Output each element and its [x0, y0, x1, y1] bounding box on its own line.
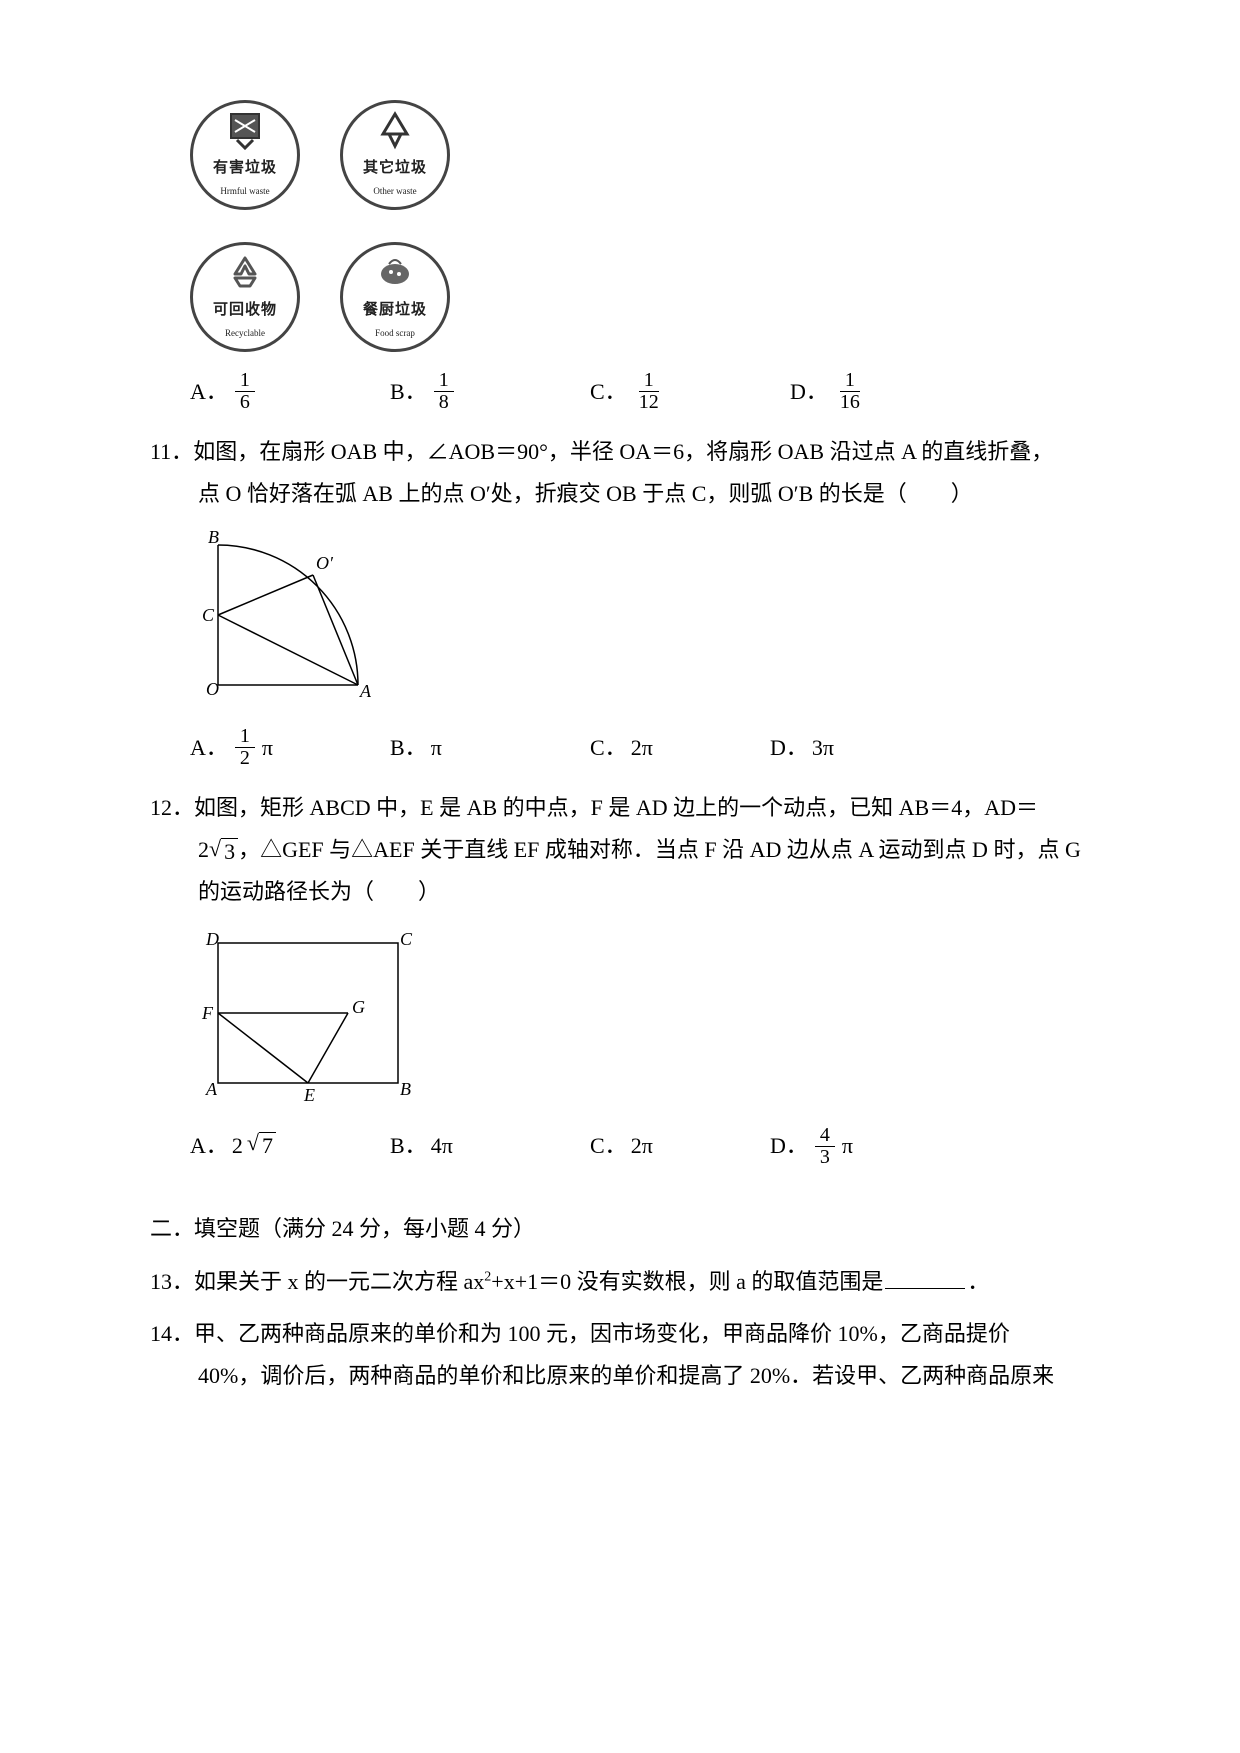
- fraction: 1 2: [235, 726, 255, 769]
- sqrt: √7: [247, 1132, 276, 1159]
- svg-text:D: D: [205, 929, 219, 949]
- svg-text:A: A: [205, 1079, 218, 1099]
- q14-line1: 14．甲、乙两种商品原来的单价和为 100 元，因市场变化，甲商品降价 10%，…: [150, 1313, 1090, 1355]
- svg-text:B: B: [400, 1079, 411, 1099]
- option-letter: D．: [770, 727, 808, 769]
- q12-options: A． 2√7 B． 4π C． 2π D． 4 3 π: [190, 1125, 1090, 1168]
- q11-option-c: C． 2π: [590, 726, 770, 769]
- garbage-label-en: Food scrap: [375, 325, 415, 342]
- svg-text:C: C: [400, 929, 413, 949]
- garbage-icon-harmful: 有害垃圾 Hrmful waste: [190, 100, 300, 210]
- fraction: 1 12: [634, 370, 664, 413]
- section-2-title: 二．填空题（满分 24 分，每小题 4 分）: [150, 1208, 1090, 1250]
- q11-option-b: B． π: [390, 726, 590, 769]
- option-letter: D．: [790, 371, 828, 413]
- q10-option-d: D． 1 16: [790, 370, 990, 413]
- label-Oprime: O′: [316, 553, 334, 573]
- option-letter: C．: [590, 1125, 627, 1167]
- q12-option-a: A． 2√7: [190, 1125, 390, 1168]
- garbage-icon-grid: 有害垃圾 Hrmful waste 其它垃圾 Other waste 可回收物 …: [190, 100, 1090, 352]
- fraction: 1 16: [835, 370, 865, 413]
- garbage-icon-recyclable: 可回收物 Recyclable: [190, 242, 300, 352]
- garbage-label-cn: 有害垃圾: [213, 154, 277, 183]
- fill-blank: [885, 1263, 965, 1289]
- garbage-label-en: Recyclable: [225, 325, 265, 342]
- option-letter: A．: [190, 371, 228, 413]
- fraction: 1 8: [434, 370, 454, 413]
- garbage-icon-food: 餐厨垃圾 Food scrap: [340, 242, 450, 352]
- label-O: O: [206, 679, 219, 699]
- harmful-waste-icon: [223, 110, 267, 150]
- svg-text:G: G: [352, 997, 365, 1017]
- garbage-label-cn: 餐厨垃圾: [363, 296, 427, 325]
- garbage-label-cn: 其它垃圾: [363, 154, 427, 183]
- q13-text: 13．如果关于 x 的一元二次方程 ax2+x+1＝0 没有实数根，则 a 的取…: [150, 1261, 1090, 1303]
- option-letter: B．: [390, 1125, 427, 1167]
- label-A: A: [359, 681, 372, 701]
- q12-option-c: C． 2π: [590, 1125, 770, 1168]
- q11-line2: 点 O 恰好落在弧 AB 上的点 O′处，折痕交 OB 于点 C，则弧 O′B …: [150, 473, 1090, 515]
- option-letter: B．: [390, 371, 427, 413]
- question-14: 14．甲、乙两种商品原来的单价和为 100 元，因市场变化，甲商品降价 10%，…: [150, 1313, 1090, 1397]
- label-C: C: [202, 605, 215, 625]
- option-letter: C．: [590, 727, 627, 769]
- option-letter: A．: [190, 727, 228, 769]
- food-scrap-icon: [373, 252, 417, 292]
- q11-diagram: O A B O′ C: [198, 525, 1090, 719]
- sqrt: √3: [209, 838, 238, 865]
- fraction: 1 6: [235, 370, 255, 413]
- question-11: 11．如图，在扇形 OAB 中，∠AOB＝90°，半径 OA＝6，将扇形 OAB…: [150, 431, 1090, 769]
- fraction: 4 3: [815, 1125, 835, 1168]
- q11-line1: 11．如图，在扇形 OAB 中，∠AOB＝90°，半径 OA＝6，将扇形 OAB…: [150, 431, 1090, 473]
- option-letter: C．: [590, 371, 627, 413]
- q12-line2: 2√3，△GEF 与△AEF 关于直线 EF 成轴对称．当点 F 沿 AD 边从…: [150, 829, 1090, 871]
- svg-text:F: F: [201, 1003, 214, 1023]
- q10-option-c: C． 1 12: [590, 370, 790, 413]
- recyclable-icon: [223, 252, 267, 292]
- option-letter: D．: [770, 1125, 808, 1167]
- question-12: 12．如图，矩形 ABCD 中，E 是 AB 的中点，F 是 AD 边上的一个动…: [150, 787, 1090, 1167]
- label-B: B: [208, 527, 219, 547]
- question-13: 13．如果关于 x 的一元二次方程 ax2+x+1＝0 没有实数根，则 a 的取…: [150, 1261, 1090, 1303]
- other-waste-icon: [373, 110, 417, 150]
- q12-option-b: B． 4π: [390, 1125, 590, 1168]
- option-letter: B．: [390, 727, 427, 769]
- q11-options: A． 1 2 π B． π C． 2π D． 3π: [190, 726, 1090, 769]
- garbage-icon-other: 其它垃圾 Other waste: [340, 100, 450, 210]
- q10-option-b: B． 1 8: [390, 370, 590, 413]
- q12-line3: 的运动路径长为（ ）: [150, 871, 1090, 913]
- option-letter: A．: [190, 1125, 228, 1167]
- q10-options: A． 1 6 B． 1 8 C． 1 12 D． 1 16: [190, 370, 1090, 413]
- q12-line1: 12．如图，矩形 ABCD 中，E 是 AB 的中点，F 是 AD 边上的一个动…: [150, 787, 1090, 829]
- svg-text:E: E: [303, 1085, 315, 1103]
- garbage-label-cn: 可回收物: [213, 296, 277, 325]
- q11-option-d: D． 3π: [770, 726, 920, 769]
- garbage-label-en: Hrmful waste: [220, 183, 269, 200]
- q12-diagram: A B C D E F G: [198, 923, 1090, 1117]
- q10-option-a: A． 1 6: [190, 370, 390, 413]
- q12-option-d: D． 4 3 π: [770, 1125, 920, 1168]
- q14-line2: 40%，调价后，两种商品的单价和比原来的单价和提高了 20%．若设甲、乙两种商品…: [150, 1355, 1090, 1397]
- q11-option-a: A． 1 2 π: [190, 726, 390, 769]
- garbage-label-en: Other waste: [373, 183, 416, 200]
